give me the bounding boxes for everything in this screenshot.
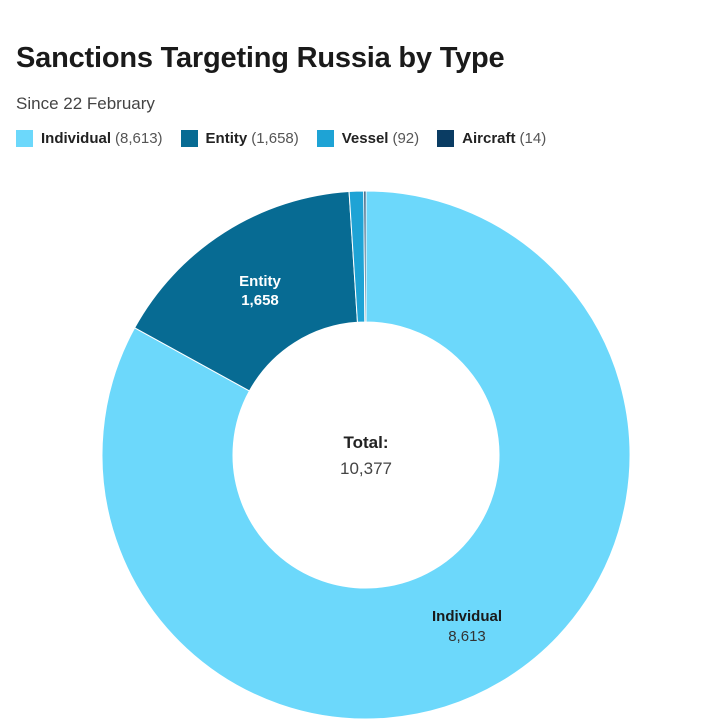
legend-item-vessel[interactable]: Vessel (92) xyxy=(316,130,420,147)
slice-label-individual-name: Individual xyxy=(432,608,502,625)
donut-slices xyxy=(101,190,631,720)
slice-aircraft[interactable] xyxy=(363,190,367,323)
legend-label-individual: Individual xyxy=(41,130,112,147)
slice-label-individual: Individual 8,613 xyxy=(432,608,502,645)
chart-subtitle: Since 22 February xyxy=(16,94,155,113)
legend-item-entity[interactable]: Entity (1,658) xyxy=(180,130,299,147)
slice-label-entity-value: 1,658 xyxy=(241,292,279,309)
legend-item-individual[interactable]: Individual (8,613) xyxy=(16,130,163,147)
legend-label-vessel: Vessel xyxy=(341,130,389,147)
legend-swatch-aircraft xyxy=(437,130,455,147)
donut-center: Total: 10,377 xyxy=(340,433,392,478)
slice-entity[interactable] xyxy=(133,191,359,392)
slice-label-entity: Entity 1,658 xyxy=(239,273,281,309)
legend-label-entity: Entity xyxy=(205,130,248,147)
legend-swatch-vessel xyxy=(316,130,334,147)
slice-label-entity-name: Entity xyxy=(239,273,281,290)
legend-swatch-individual xyxy=(16,130,33,147)
legend-swatch-entity xyxy=(180,130,198,147)
legend-count-vessel: (92) xyxy=(392,130,420,147)
legend-label-aircraft: Aircraft xyxy=(462,130,516,147)
chart-title: Sanctions Targeting Russia by Type xyxy=(16,42,505,74)
center-total-label: Total: xyxy=(343,433,388,452)
legend-count-entity: (1,658) xyxy=(251,130,299,147)
legend-item-aircraft[interactable]: Aircraft (14) xyxy=(437,130,546,147)
legend-count-individual: (8,613) xyxy=(115,130,163,147)
slice-individual[interactable] xyxy=(101,190,631,720)
slice-label-individual-value: 8,613 xyxy=(448,628,486,645)
center-total-value: 10,377 xyxy=(340,459,392,478)
chart-legend: Individual (8,613) Entity (1,658) Vessel… xyxy=(16,130,546,147)
legend-count-aircraft: (14) xyxy=(519,130,547,147)
